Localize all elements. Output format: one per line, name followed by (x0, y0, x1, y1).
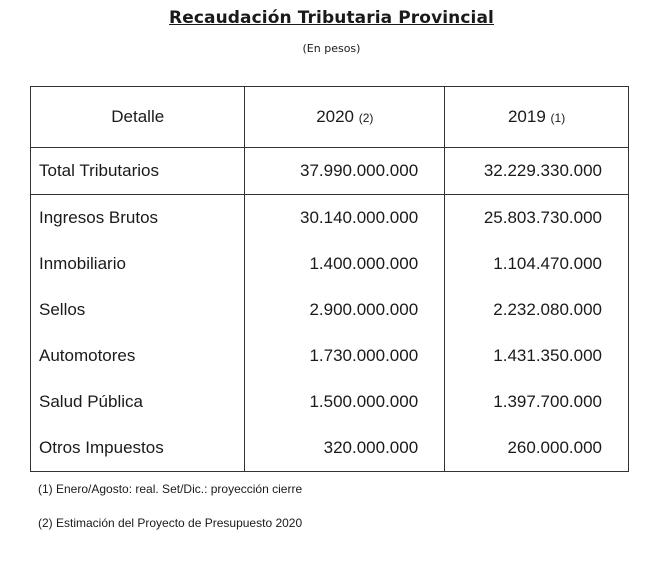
document-title: Recaudación Tributaria Provincial (169, 8, 494, 28)
row-2020: 320.000.000 (244, 425, 446, 472)
row-2020: 1.730.000.000 (244, 333, 446, 379)
total-2020: 37.990.000.000 (244, 147, 446, 195)
total-2019: 32.229.330.000 (444, 147, 629, 195)
row-2019: 260.000.000 (444, 425, 629, 472)
row-label: Automotores (29, 333, 246, 379)
row-2019: 2.232.080.000 (444, 287, 629, 333)
row-2019: 1.397.700.000 (444, 379, 629, 425)
header-2020: 2020 (2) (244, 86, 446, 148)
row-2019: 1.104.470.000 (444, 241, 629, 287)
row-label: Inmobiliario (29, 241, 246, 287)
row-label: Otros Impuestos (29, 425, 246, 472)
table-row: Automotores 1.730.000.000 1.431.350.000 (29, 333, 629, 379)
header-2019-note: (1) (550, 111, 566, 125)
table-row: Inmobiliario 1.400.000.000 1.104.470.000 (29, 241, 629, 287)
footnote-2: (2) Estimación del Proyecto de Presupues… (38, 516, 303, 530)
row-2020: 2.900.000.000 (244, 287, 446, 333)
total-row: Total Tributarios 37.990.000.000 32.229.… (29, 147, 629, 195)
row-2020: 30.140.000.000 (244, 194, 446, 241)
table-row: Otros Impuestos 320.000.000 260.000.000 (29, 425, 629, 472)
table-row: Sellos 2.900.000.000 2.232.080.000 (29, 287, 629, 333)
table-row: Ingresos Brutos 30.140.000.000 25.803.73… (29, 194, 629, 241)
header-2020-note: (2) (358, 111, 374, 125)
header-2020-year: 2020 (316, 107, 355, 126)
row-2019: 1.431.350.000 (444, 333, 629, 379)
row-label: Salud Pública (29, 379, 246, 425)
row-2020: 1.400.000.000 (244, 241, 446, 287)
row-2019: 25.803.730.000 (444, 194, 629, 241)
footnote-1: (1) Enero/Agosto: real. Set/Dic.: proyec… (38, 482, 303, 496)
row-label: Ingresos Brutos (29, 194, 246, 241)
document-subtitle: (En pesos) (302, 42, 361, 55)
header-2019-year: 2019 (507, 107, 546, 126)
header-detalle: Detalle (29, 86, 246, 148)
table-row: Salud Pública 1.500.000.000 1.397.700.00… (29, 379, 629, 425)
total-label: Total Tributarios (29, 147, 246, 195)
row-label: Sellos (29, 287, 246, 333)
tax-revenue-table: Detalle 2020 (2) 2019 (1) Total Tributar… (29, 86, 629, 472)
row-2020: 1.500.000.000 (244, 379, 446, 425)
header-row: Detalle 2020 (2) 2019 (1) (29, 86, 629, 148)
header-2019: 2019 (1) (444, 86, 629, 148)
